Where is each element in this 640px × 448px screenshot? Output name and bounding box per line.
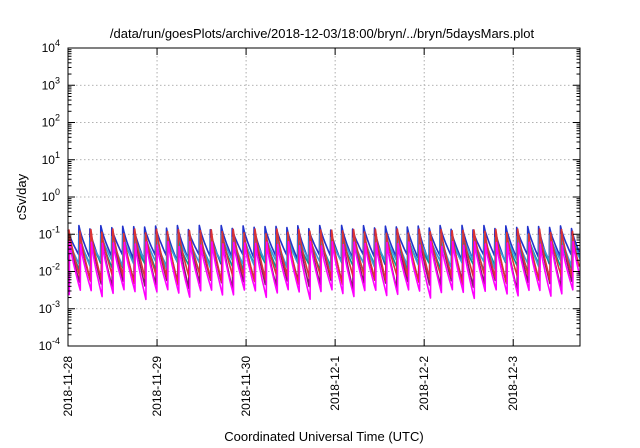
y-axis-label: cSv/day	[14, 173, 29, 220]
series-line	[67, 228, 580, 286]
series-layer	[67, 224, 581, 301]
y-tick-base: 10	[42, 153, 56, 167]
y-tick-exponent: -3	[52, 299, 60, 309]
y-tick-label: 103	[42, 75, 60, 92]
grid	[68, 48, 580, 346]
y-tick-base: 10	[42, 41, 56, 55]
x-tick-label: 2018-12-3	[506, 356, 520, 411]
y-tick-label: 10-1	[39, 224, 60, 241]
y-tick-label: 10-3	[39, 299, 60, 316]
y-tick-base: 10	[42, 190, 56, 204]
x-tick-label: 2018-11-29	[150, 356, 164, 417]
y-tick-base: 10	[42, 116, 56, 130]
y-tick-base: 10	[39, 339, 53, 353]
y-tick-label: 104	[42, 38, 60, 55]
series-line	[68, 240, 581, 301]
y-tick-label: 102	[42, 113, 60, 130]
y-tick-exponent: 2	[55, 113, 60, 123]
y-tick-exponent: 4	[55, 38, 60, 48]
y-tick-exponent: 0	[55, 187, 60, 197]
chart-title: /data/run/goesPlots/archive/2018-12-03/1…	[110, 26, 535, 41]
y-tick-label: 10-2	[39, 262, 60, 279]
y-tick-base: 10	[39, 302, 53, 316]
y-tick-exponent: -2	[52, 262, 60, 272]
x-tick-label: 2018-11-30	[239, 356, 253, 417]
y-tick-base: 10	[39, 227, 53, 241]
y-tick-base: 10	[42, 78, 56, 92]
x-axis-label: Coordinated Universal Time (UTC)	[224, 429, 423, 444]
y-tick-exponent: -1	[52, 224, 60, 234]
x-tick-label: 2018-12-2	[417, 356, 431, 411]
x-tick-label: 2018-12-1	[328, 356, 342, 411]
y-tick-label: 10-4	[39, 336, 60, 353]
x-tick-label: 2018-11-28	[61, 356, 75, 417]
y-tick-base: 10	[39, 265, 53, 279]
y-tick-label: 100	[42, 187, 60, 204]
y-tick-label: 101	[42, 150, 60, 167]
axis-ticks	[67, 47, 580, 347]
y-tick-exponent: 3	[55, 75, 60, 85]
y-tick-exponent: 1	[55, 150, 60, 160]
y-tick-exponent: -4	[52, 336, 60, 346]
x-tick-labels: 2018-11-28 2018-11-29 2018-11-30 2018-12-1 2…	[61, 356, 520, 417]
